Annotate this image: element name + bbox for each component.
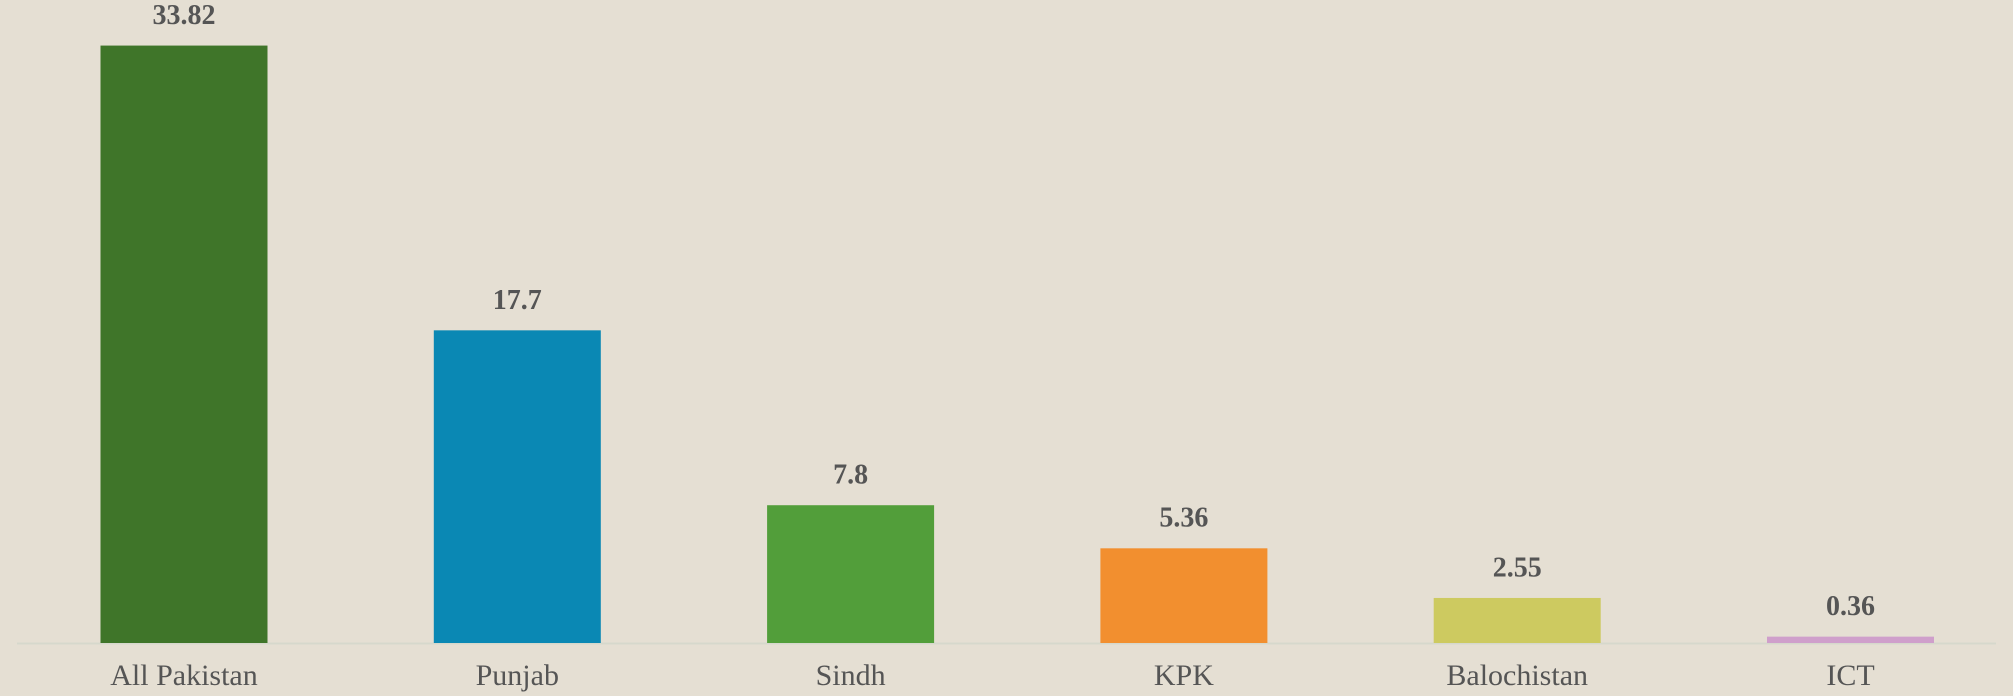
x-tick-label: KPK xyxy=(1154,659,1214,692)
value-label: 5.36 xyxy=(1159,503,1208,534)
value-label: 2.55 xyxy=(1493,552,1542,583)
bar xyxy=(433,330,601,643)
bar xyxy=(1767,636,1934,643)
value-label: 33.82 xyxy=(153,0,216,31)
value-label: 17.7 xyxy=(493,285,542,316)
x-tick-label: Sindh xyxy=(816,659,886,692)
x-tick-label: All Pakistan xyxy=(110,659,258,692)
bar xyxy=(100,45,268,644)
bar xyxy=(1433,597,1601,643)
x-tick-label: Punjab xyxy=(476,659,559,692)
bar xyxy=(1100,548,1268,643)
x-tick-label: Balochistan xyxy=(1446,659,1588,692)
value-label: 0.36 xyxy=(1826,591,1875,622)
value-label: 7.8 xyxy=(833,460,868,491)
x-tick-label: ICT xyxy=(1826,659,1874,692)
bar xyxy=(767,505,935,643)
